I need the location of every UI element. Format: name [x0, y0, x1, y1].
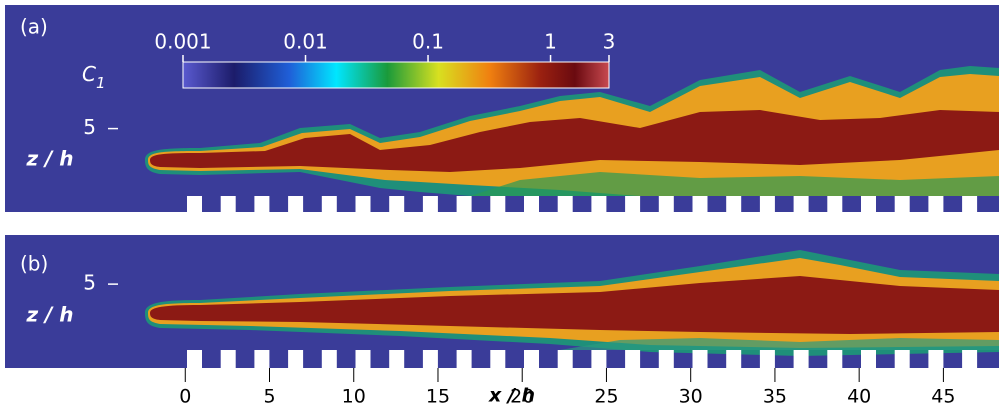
wall-block [456, 350, 472, 368]
wall-block [389, 196, 405, 213]
colorbar-label: C1 [82, 62, 106, 92]
wall-block [254, 350, 270, 368]
colorbar-tick-label: 3 [603, 30, 616, 54]
wall-block [625, 196, 641, 213]
wall-block [759, 350, 775, 368]
wall-block [490, 196, 506, 213]
wall-block [355, 350, 371, 368]
x-tick-label: 10 [342, 386, 366, 408]
wall-block [591, 350, 607, 368]
wall-block [928, 196, 944, 213]
wall-block [321, 196, 337, 213]
y-tick-label: 5 [83, 271, 96, 295]
colorbar-label-main: C [82, 62, 96, 86]
y-axis-label: z / h [25, 303, 73, 327]
wall-block [726, 196, 742, 213]
x-tick-label: 5 [263, 386, 275, 408]
wall-block [726, 350, 742, 368]
x-tick-label: 0 [179, 386, 191, 408]
x-tick-label: 15 [426, 386, 450, 408]
plume-core [150, 276, 999, 334]
wall-blocks [187, 350, 978, 368]
wall-block [827, 196, 843, 213]
wall-block [187, 196, 202, 213]
wall-block [321, 350, 337, 368]
wall-block [422, 196, 438, 213]
wall-block [793, 196, 809, 213]
wall-block [928, 350, 944, 368]
wall-block [220, 350, 236, 368]
x-tick-label: 25 [594, 386, 618, 408]
wall-block [962, 350, 978, 368]
wall-block [288, 350, 304, 368]
wall-block [962, 196, 978, 213]
wall-block [658, 350, 674, 368]
colorbar [182, 61, 610, 89]
x-tick-label: 35 [763, 386, 787, 408]
wall-block [759, 196, 775, 213]
wall-block [861, 196, 876, 213]
x-tick-label: 30 [679, 386, 703, 408]
x-tick-label: 40 [847, 386, 871, 408]
wall-block [524, 196, 539, 213]
wall-block [422, 350, 438, 368]
colorbar-tick-label: 0.01 [283, 30, 328, 54]
x-axis-label: x / h [488, 385, 535, 407]
wall-block [456, 196, 472, 213]
wall-block [861, 350, 876, 368]
wall-block [658, 196, 674, 213]
wall-block [254, 196, 270, 213]
wall-block [894, 350, 910, 368]
plume-core [150, 110, 999, 172]
wall-block [894, 196, 910, 213]
y-tick-label: 5 [83, 115, 96, 139]
wall-block [793, 350, 809, 368]
wall-block [692, 196, 708, 213]
panel-b: (b) z / h 5 [5, 235, 999, 368]
wall-block [355, 196, 371, 213]
colorbar-tick-label: 0.1 [412, 30, 444, 54]
wall-block [692, 350, 708, 368]
wall-block [288, 196, 304, 213]
wall-block [557, 196, 573, 213]
x-tick-label: 20 [510, 386, 534, 408]
x-tick-label: 45 [931, 386, 955, 408]
panel-label: (b) [20, 252, 48, 276]
wall-blocks [187, 196, 978, 213]
wall-block [220, 196, 236, 213]
wall-block [187, 350, 202, 368]
y-axis-label: z / h [25, 147, 73, 171]
colorbar-label-sub: 1 [96, 74, 106, 92]
panel-a: (a) z / h C1 50.001 0.01 0.1 1 3 [5, 5, 999, 213]
wall-block [591, 196, 607, 213]
wall-block [827, 350, 843, 368]
wall-block [557, 350, 573, 368]
wall-block [389, 350, 405, 368]
wall-block [524, 350, 539, 368]
panel-label: (a) [20, 15, 48, 39]
colorbar-tick-label: 0.001 [154, 30, 211, 54]
colorbar-tick-label: 1 [544, 30, 557, 54]
wall-block [625, 350, 641, 368]
plume-lower-mixing [560, 338, 999, 350]
wall-block [490, 350, 506, 368]
plume-lower-mixing [470, 172, 999, 196]
